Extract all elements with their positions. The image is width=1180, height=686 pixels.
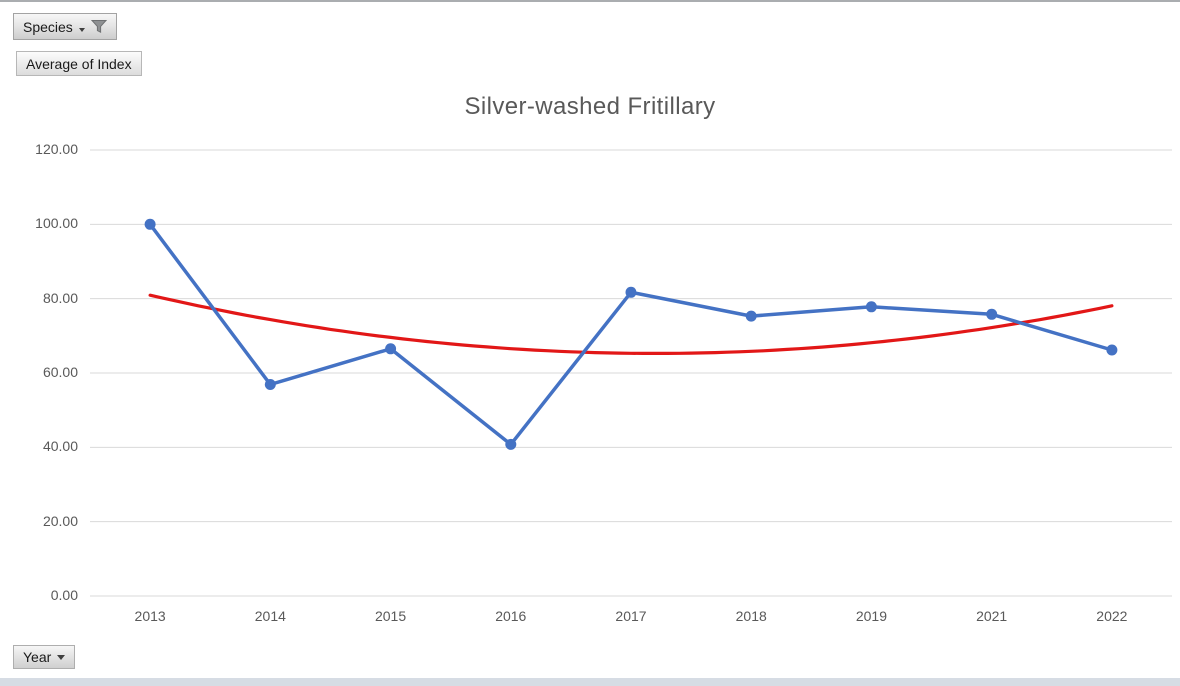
species-field-label: Species bbox=[23, 18, 73, 35]
x-tick-label: 2019 bbox=[855, 608, 888, 624]
y-tick-label: 120.00 bbox=[35, 141, 78, 157]
data-point[interactable] bbox=[1106, 344, 1118, 356]
x-tick-label: 2017 bbox=[615, 608, 647, 624]
chart-title: Silver-washed Fritillary bbox=[464, 93, 716, 120]
x-tick-label: 2014 bbox=[254, 608, 286, 624]
value-field-label: Average of Index bbox=[26, 55, 132, 72]
window-bottom-edge bbox=[0, 678, 1180, 686]
trendline[interactable] bbox=[148, 293, 1114, 355]
data-point[interactable] bbox=[264, 379, 276, 390]
data-point[interactable] bbox=[625, 286, 637, 298]
window-top-edge bbox=[0, 0, 1180, 2]
y-tick-label: 0.00 bbox=[50, 587, 78, 603]
filter-funnel-icon bbox=[90, 20, 107, 34]
pivot-field-button-value[interactable]: Average of Index bbox=[16, 51, 142, 76]
pivot-field-button-year[interactable]: Year bbox=[13, 645, 76, 669]
data-point[interactable] bbox=[505, 438, 517, 450]
y-tick-label: 80.00 bbox=[42, 289, 78, 306]
data-point[interactable] bbox=[144, 218, 156, 230]
y-tick-label: 40.00 bbox=[42, 438, 78, 455]
dropdown-caret-icon bbox=[78, 28, 85, 32]
data-point[interactable] bbox=[745, 310, 757, 322]
year-field-label: Year bbox=[23, 649, 52, 665]
data-point[interactable] bbox=[385, 343, 397, 355]
dropdown-caret-icon bbox=[57, 654, 66, 660]
pivot-field-button-species[interactable]: Species bbox=[13, 13, 117, 40]
y-tick-label: 100.00 bbox=[35, 215, 78, 232]
x-tick-label: 2015 bbox=[374, 608, 407, 624]
x-tick-label: 2018 bbox=[735, 608, 767, 624]
x-tick-label: 2016 bbox=[495, 608, 527, 624]
y-tick-label: 60.00 bbox=[42, 364, 78, 380]
data-point[interactable] bbox=[986, 308, 998, 320]
x-tick-label: 2013 bbox=[134, 608, 166, 624]
y-axis: 120.00 100.00 80.00 60.00 40.00 20.00 0.00 bbox=[0, 0, 80, 686]
y-tick-label: 20.00 bbox=[42, 512, 78, 529]
x-tick-label: 2022 bbox=[1096, 608, 1128, 624]
x-tick-label: 2021 bbox=[976, 608, 1008, 624]
data-point[interactable] bbox=[865, 301, 877, 313]
